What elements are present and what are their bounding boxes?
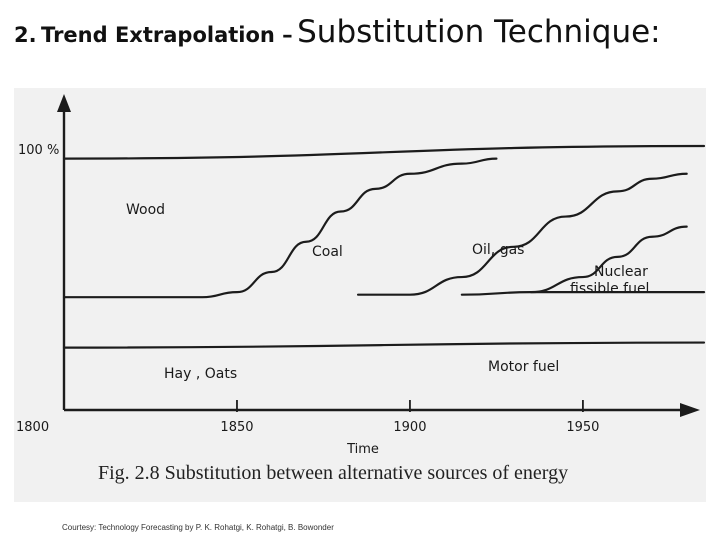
x-axis-arrow-icon (680, 403, 700, 417)
region-label-nuclear_1: Nuclear (594, 264, 648, 280)
courtesy-note: Courtesy: Technology Forecasting by P. K… (62, 523, 334, 532)
x-tick-label-1950: 1950 (566, 420, 599, 435)
slide-title-lead: Trend Extrapolation – (41, 23, 293, 47)
y-axis-arrow-icon (57, 94, 71, 112)
region-label-coal: Coal (312, 244, 343, 260)
slide-title: 2. Trend Extrapolation – Substitution Te… (14, 14, 661, 50)
series-oil_nuclear (460, 225, 688, 296)
series-wood_coal (62, 157, 498, 299)
region-label-hay: Hay , Oats (164, 366, 237, 382)
y-top-label: 100 % (18, 143, 59, 158)
slide-title-number: 2. (14, 23, 37, 47)
region-label-motor: Motor fuel (488, 359, 559, 375)
series-coal_oil (356, 172, 688, 296)
x-axis-title: Time (346, 442, 379, 457)
series-hay_oats_boundary (62, 341, 706, 349)
x-tick-label-1900: 1900 (393, 420, 426, 435)
substitution-chart: 1800 1850 1900 1950 Time 100 % Wood Coal Oil, g… (16, 94, 706, 457)
series-top (62, 144, 706, 160)
figure-caption: Fig. 2.8 Substitution between alternativ… (98, 462, 569, 484)
region-label-oil: Oil, gas (472, 242, 524, 258)
x-tick-label-1850: 1850 (220, 420, 253, 435)
region-label-wood: Wood (126, 202, 165, 218)
slide-title-main: Substitution Technique: (297, 14, 661, 50)
x-tick-label-1800: 1800 (16, 420, 49, 435)
scanned-figure: 1800 1850 1900 1950 Time 100 % Wood Coal Oil, g… (14, 88, 706, 502)
region-label-nuclear_2: fissible fuel (570, 281, 649, 297)
